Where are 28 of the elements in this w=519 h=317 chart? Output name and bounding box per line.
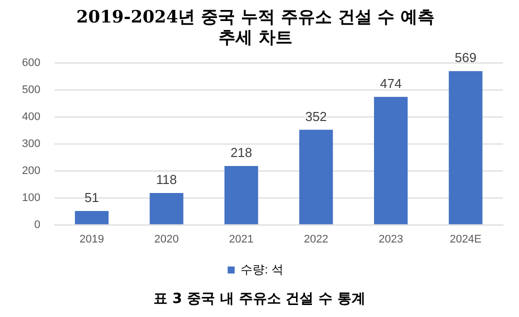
x-tick-label: 2024E xyxy=(450,233,482,246)
y-tick-label: 400 xyxy=(22,110,40,123)
bar xyxy=(74,211,109,224)
x-tick-label: 2022 xyxy=(304,233,328,246)
data-label: 474 xyxy=(380,76,402,91)
y-tick-label: 500 xyxy=(22,84,40,96)
data-label: 118 xyxy=(156,172,177,188)
data-label: 352 xyxy=(305,108,327,124)
x-tick-label: 2021 xyxy=(229,233,254,246)
chart-title: 2019-2024년 중국 누적 주유소 건설 수 예측 추세 차트 xyxy=(76,8,435,48)
bar xyxy=(374,96,408,224)
y-tick-label: 200 xyxy=(22,164,40,177)
data-label: 569 xyxy=(454,50,476,66)
bar xyxy=(448,71,482,224)
y-tick-label: 0 xyxy=(34,218,40,231)
data-label: 51 xyxy=(84,190,99,206)
y-tick-label: 100 xyxy=(22,192,40,204)
x-tick-label: 2019 xyxy=(80,233,104,246)
bar xyxy=(299,130,333,224)
x-tick-label: 2023 xyxy=(378,233,404,246)
data-label: 218 xyxy=(230,145,252,160)
legend-label: 수량: 석 xyxy=(240,262,284,276)
bar xyxy=(224,166,258,224)
x-tick-label: 2020 xyxy=(154,233,179,246)
y-tick-label: 300 xyxy=(22,138,40,150)
y-tick-label: 600 xyxy=(22,56,40,69)
text: 표 3 중국 내 주유소 건설 수 통계 xyxy=(152,290,366,308)
bar xyxy=(150,192,184,224)
